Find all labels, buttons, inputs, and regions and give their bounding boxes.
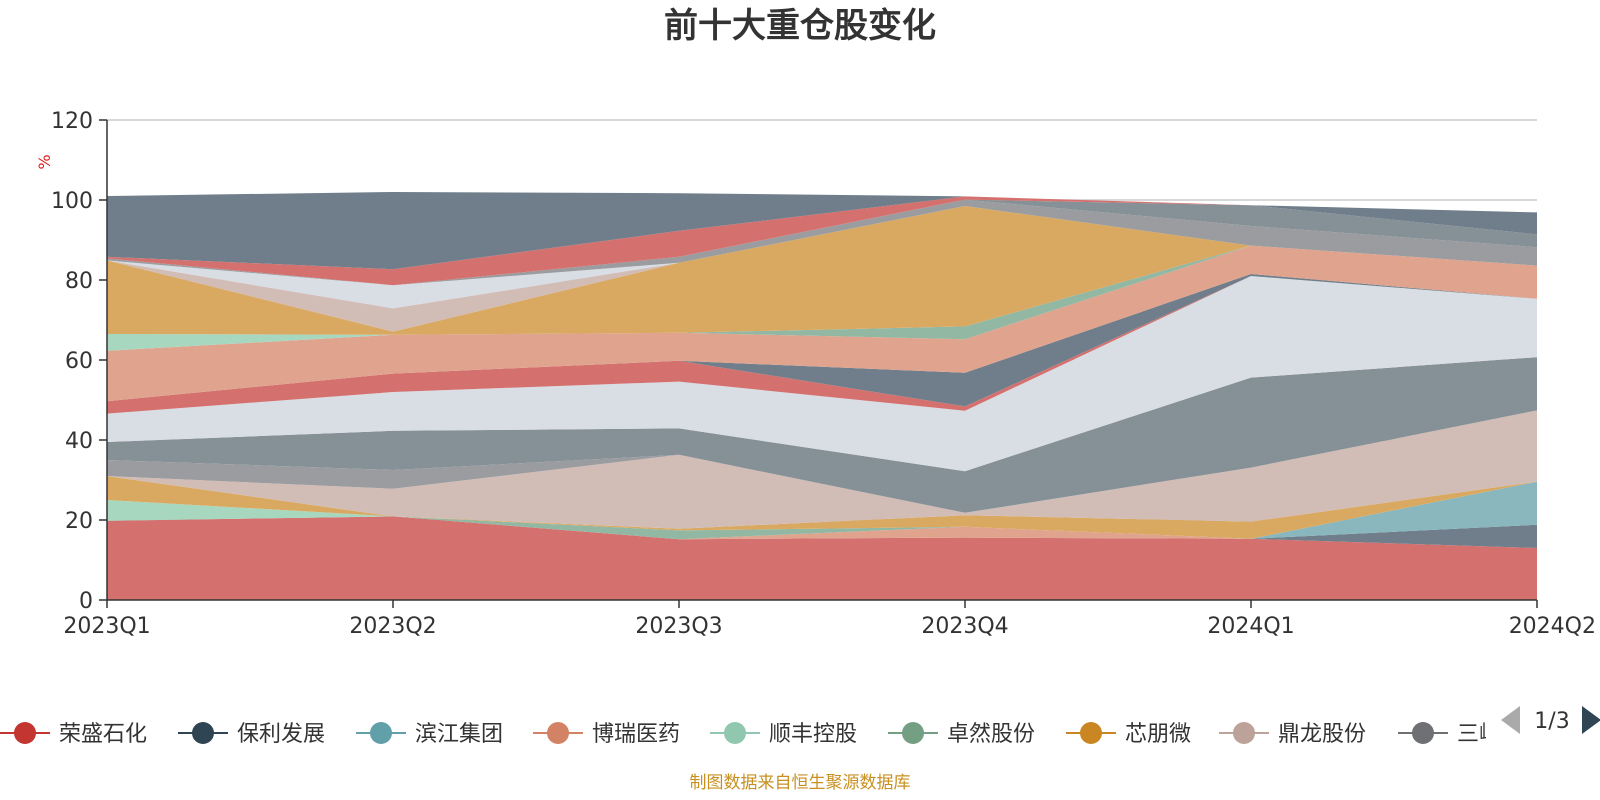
area-series-18 [107,206,1537,309]
area-series-0 [107,516,1537,600]
data-source-note: 制图数据来自恒生聚源数据库 [690,773,911,793]
area-series-11 [107,276,1537,414]
legend-marker-icon [902,722,924,744]
y-tick-label: 20 [65,509,93,534]
area-series-7 [107,410,1537,529]
legend-marker-icon [724,722,746,744]
legend-marker-icon [1233,722,1255,744]
legend-item[interactable]: 博瑞医药 [533,722,680,747]
legend-item[interactable]: 保利发展 [178,722,325,747]
legend-label: 博瑞医药 [592,722,680,747]
area-series-13 [107,245,1537,402]
x-tick-label: 2024Q2 [1509,614,1596,639]
legend-item[interactable]: 鼎龙股份 [1219,722,1366,747]
area-series-19 [107,199,1537,286]
area-series-22 [107,192,1537,270]
legend-marker-icon [14,722,36,744]
area-series-17 [107,206,1537,332]
legend-label: 顺丰控股 [769,722,857,747]
legend-item[interactable]: 荣盛石化 [0,722,147,747]
legend-label: 鼎龙股份 [1278,722,1366,747]
x-tick-label: 2024Q1 [1207,614,1294,639]
y-axis-label: % [35,154,54,169]
y-tick-label: 0 [79,589,93,614]
legend: 荣盛石化 保利发展 滨江集团 博瑞医药 顺丰控股 卓然股份 芯朋微 鼎龙股份 三峡能源 [0,722,1545,747]
area-series-12 [107,274,1537,407]
legend-label: 荣盛石化 [59,722,147,747]
legend-pager: 1/3 [1501,706,1600,734]
legend-marker-icon [370,722,392,744]
y-tick-label: 60 [65,349,93,374]
legend-label: 芯朋微 [1125,722,1191,747]
legend-marker-icon [547,722,569,744]
x-tick-label: 2023Q2 [349,614,436,639]
legend-item[interactable]: 芯朋微 [1066,722,1191,747]
y-tick-label: 40 [65,429,93,454]
legend-marker-icon [1412,722,1434,744]
legend-page-indicator: 1/3 [1534,709,1569,734]
axes: 0 20 40 60 80 100 120 2023Q1 2023Q2 2023Q3 2023Q4 2… [51,109,1596,639]
area-layers [107,192,1537,600]
legend-marker-icon [192,722,214,744]
y-tick-label: 80 [65,269,93,294]
area-series-9 [107,357,1537,513]
area-series-15 [107,245,1537,340]
x-tick-label: 2023Q1 [63,614,150,639]
legend-label: 三峡能源 [1457,722,1545,747]
area-series-16 [107,206,1537,335]
legend-item[interactable]: 滨江集团 [356,722,503,747]
legend-next-icon[interactable] [1582,706,1600,734]
legend-items: 荣盛石化 保利发展 滨江集团 博瑞医药 顺丰控股 卓然股份 芯朋微 鼎龙股份 三峡能源 [0,722,1545,747]
legend-label: 保利发展 [237,722,325,747]
x-tick-label: 2023Q3 [635,614,722,639]
x-tick-label: 2023Q4 [921,614,1008,639]
legend-item[interactable]: 三峡能源 [1398,722,1545,747]
chart-title: 前十大重仓股变化 [664,6,936,46]
area-series-6 [107,476,1537,539]
legend-marker-icon [1080,722,1102,744]
legend-label: 滨江集团 [415,722,503,747]
area-series-21 [107,196,1537,286]
legend-item[interactable]: 顺丰控股 [710,722,857,747]
area-series-14 [107,245,1537,351]
legend-prev-icon[interactable] [1501,706,1520,734]
legend-item[interactable]: 卓然股份 [888,722,1035,747]
area-series-10 [107,276,1537,472]
y-tick-label: 100 [51,189,93,214]
y-tick-label: 120 [51,109,93,134]
legend-label: 卓然股份 [947,722,1035,747]
